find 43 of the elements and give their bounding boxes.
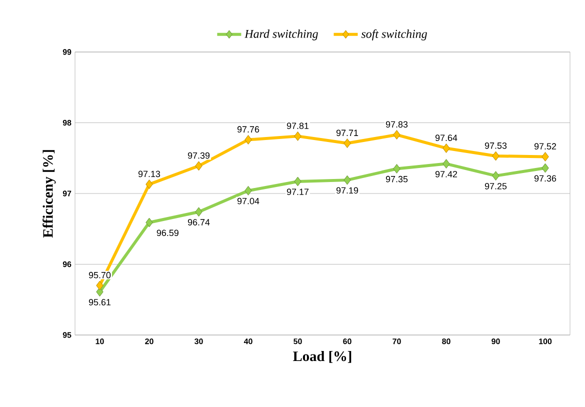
point xyxy=(542,152,549,162)
data-label: 97.19 xyxy=(336,187,358,194)
point xyxy=(195,207,202,217)
point xyxy=(244,134,252,144)
point xyxy=(294,131,302,141)
data-label: 95.70 xyxy=(88,272,111,278)
point xyxy=(442,159,450,169)
point xyxy=(492,171,500,181)
point xyxy=(442,143,450,153)
data-label: 97.71 xyxy=(336,130,358,136)
data-label: 97.25 xyxy=(484,183,507,190)
data-label: 97.76 xyxy=(237,126,260,133)
data-label: 97.53 xyxy=(484,142,507,149)
data-label: 97.04 xyxy=(237,198,260,204)
data-label: 97.83 xyxy=(386,121,408,128)
data-label: 95.61 xyxy=(88,299,111,306)
data-label: 97.39 xyxy=(188,152,210,159)
data-label: 96.59 xyxy=(156,230,178,236)
data-label: 97.42 xyxy=(435,170,458,178)
point xyxy=(146,180,153,190)
point xyxy=(146,218,153,228)
data-label: 97.17 xyxy=(286,188,309,196)
data-label: 97.35 xyxy=(386,176,408,182)
x-axis-title: Load [%] xyxy=(293,351,352,363)
data-label: 97.81 xyxy=(286,122,309,130)
point xyxy=(393,130,400,140)
point xyxy=(492,151,500,161)
point xyxy=(294,176,302,186)
legend-label: Hard switching xyxy=(244,29,318,40)
data-label: 97.13 xyxy=(138,170,160,178)
point xyxy=(393,164,400,174)
data-label: 97.64 xyxy=(435,134,458,142)
point xyxy=(344,138,351,148)
legend-label: soft switching xyxy=(361,29,427,40)
data-label: 97.52 xyxy=(534,143,556,150)
point xyxy=(195,161,202,171)
point xyxy=(344,175,351,185)
point xyxy=(96,280,104,290)
point xyxy=(244,186,252,196)
data-label: 97.36 xyxy=(534,175,556,182)
data-label: 96.74 xyxy=(188,219,210,226)
point xyxy=(542,163,549,173)
y-axis-title: Efficiceny [%] xyxy=(42,150,56,238)
